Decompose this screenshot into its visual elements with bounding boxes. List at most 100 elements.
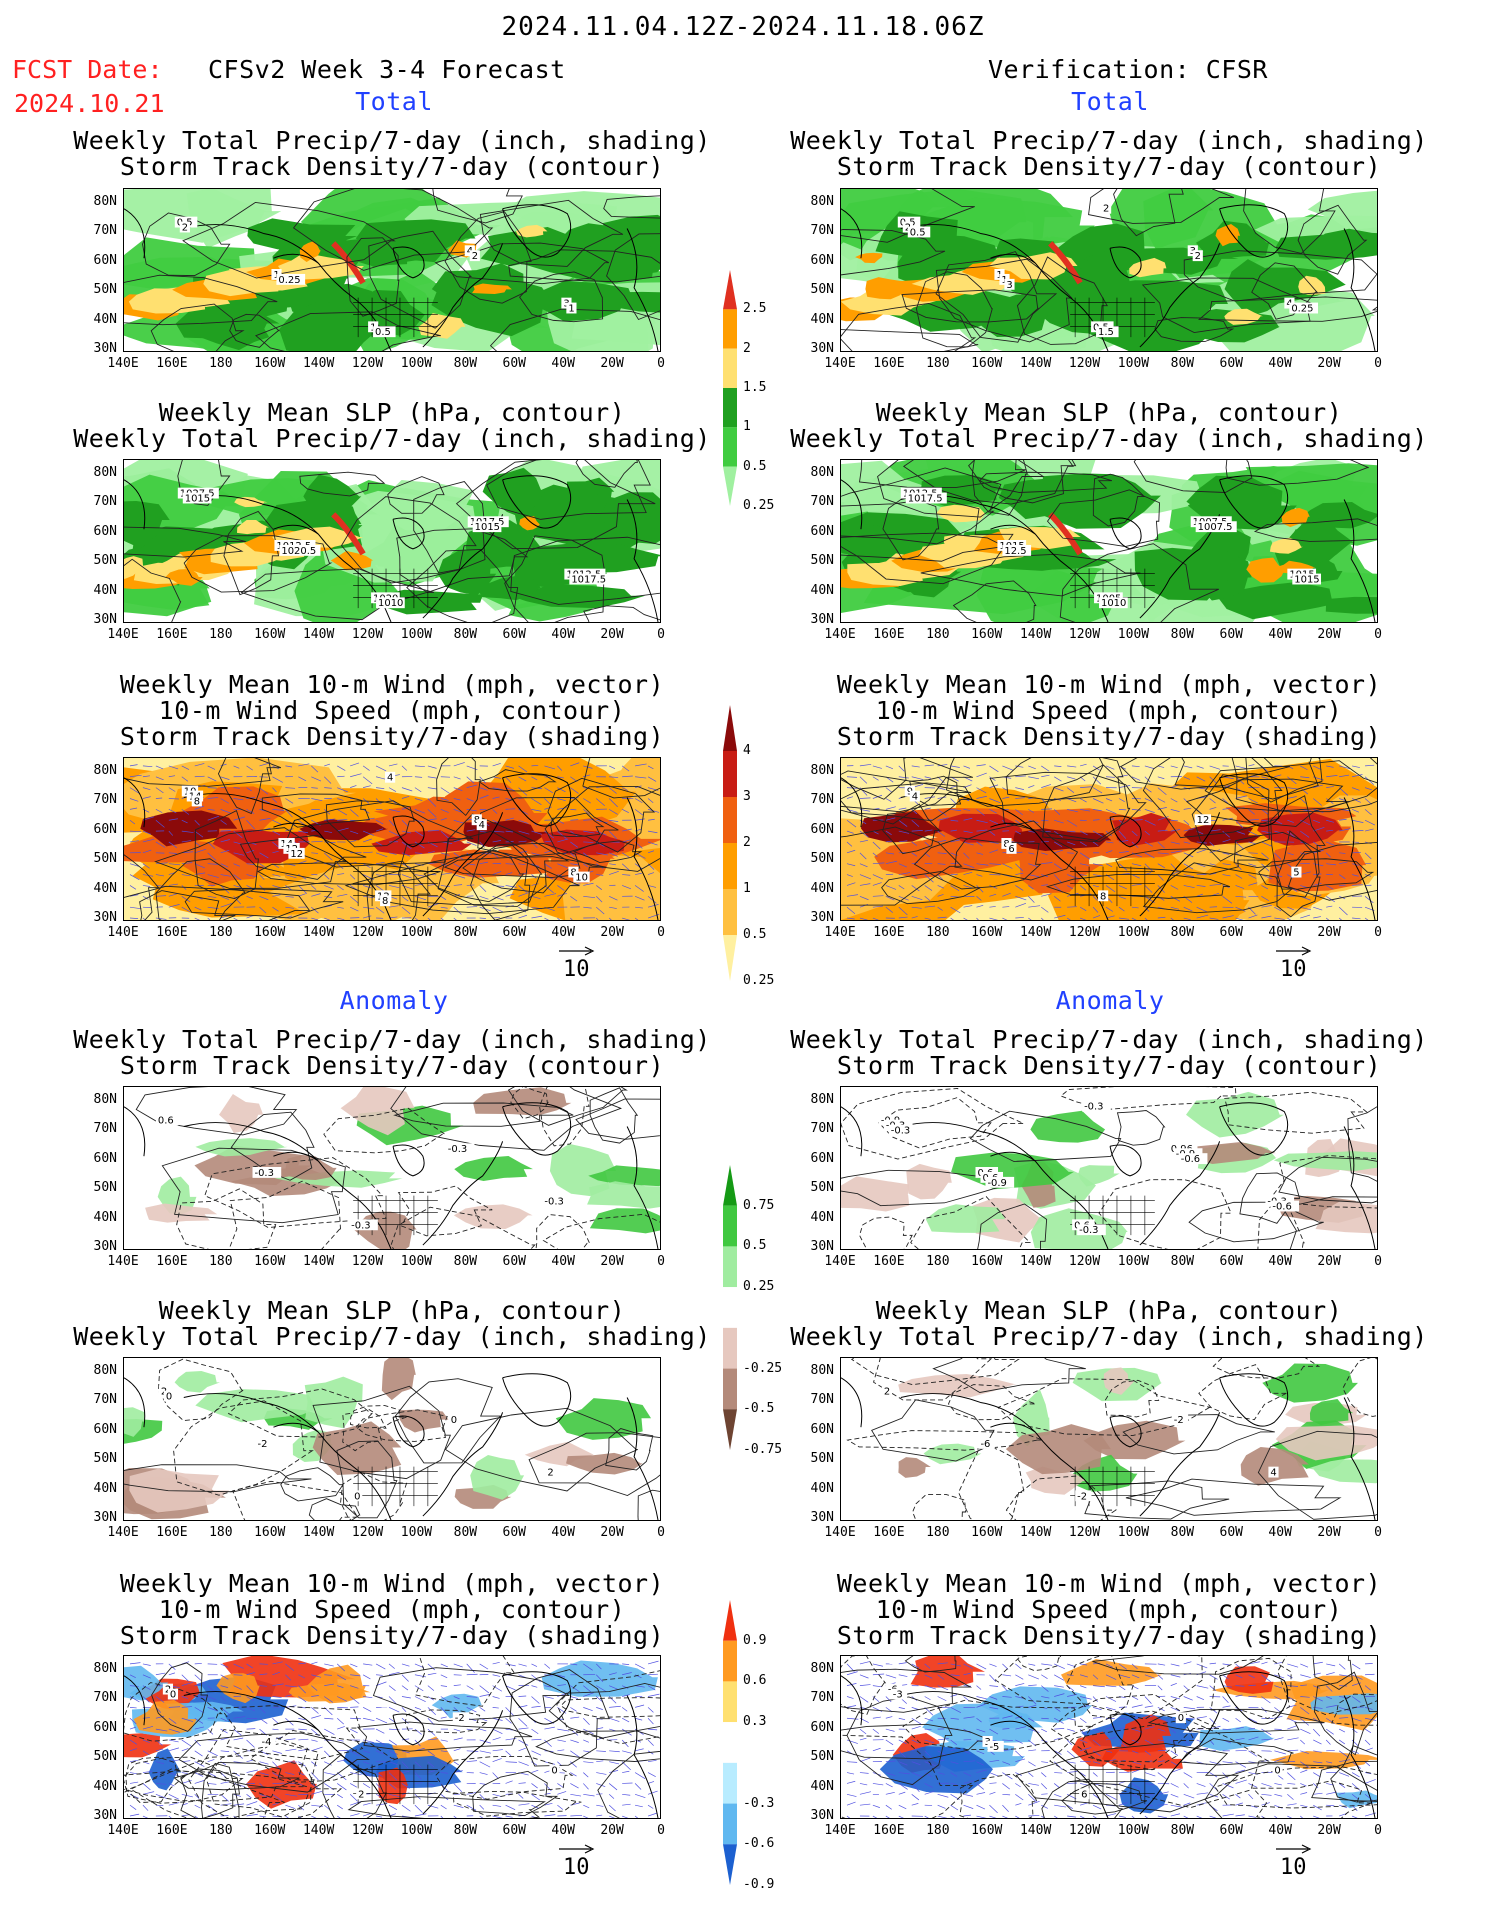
a_p_l-lat-label: 40N (93, 1209, 117, 1225)
a_w_r-lat-label: 70N (810, 1690, 834, 1706)
t_p_r-lon-label: 20W (1317, 356, 1341, 371)
t_s_l-lon-label: 40W (551, 627, 575, 642)
a_s_l-lon-label: 80W (453, 1525, 478, 1540)
a_s_l-lon-label: 160W (254, 1525, 286, 1540)
t_p_r-contour-label: 1.5 (1098, 327, 1114, 338)
a_p_r-contour-label: -0.3 (1079, 1225, 1098, 1236)
t_s_l-lon-label: 160W (254, 627, 286, 642)
a_p_r-lat-label: 50N (810, 1180, 834, 1196)
a_s_l-contour-label: 0 (451, 1415, 457, 1426)
t_w_r-contour-label: 8 (1100, 891, 1106, 902)
colorbar-total_storm-label: 3 (743, 789, 751, 804)
a_s_l-contour-label: 0 (166, 1392, 172, 1403)
t_s_r-title-line-1: Weekly Mean SLP (hPa, contour) (875, 398, 1343, 427)
a_w_l-vector-scale: 10 (557, 1841, 597, 1879)
t_w_r-lon-label: 0 (1374, 925, 1382, 940)
a_s_r-lon-label: 140E (824, 1525, 856, 1540)
t_s_l-lon-label: 160E (156, 627, 188, 642)
t_p_r-lat-label: 70N (810, 223, 834, 239)
a_p_l-lon-label: 80W (453, 1254, 478, 1269)
a_p_l-lon-label: 0 (657, 1254, 665, 1269)
t_w_r-lon-label: 100W (1117, 925, 1150, 940)
t_p_r-lon-label: 140W (1019, 356, 1052, 371)
a_s_l-lon-label: 140E (107, 1525, 139, 1540)
t_p_l-lon-label: 140E (107, 356, 139, 371)
a_w_l-contour-label: 2 (358, 1789, 364, 1800)
t_s_l-title-line-2: Weekly Total Precip/7-day (inch, shading… (73, 424, 711, 453)
a_w_r-title-line-2: 10-m Wind Speed (mph, contour) (875, 1595, 1343, 1624)
t_p_l-lon-label: 60W (502, 356, 527, 371)
t_p_l-lon-label: 100W (400, 356, 433, 371)
a_w_r-lon-label: 40W (1268, 1823, 1292, 1838)
a_p_l-lon-label: 60W (502, 1254, 527, 1269)
t_w_l-lon-label: 140W (302, 925, 335, 940)
colorbar-anom_precip-label: -0.75 (743, 1442, 783, 1457)
a_s_l-lat-label: 60N (93, 1421, 117, 1437)
a_p_r-lat-label: 40N (810, 1209, 834, 1225)
colorbar-total_storm-label: 4 (743, 743, 751, 758)
section-total-left: Total (355, 87, 433, 116)
t_w_r-lon-label: 20W (1317, 925, 1341, 940)
a_p_l-lon-label: 120W (351, 1254, 384, 1269)
colorbar-anom_storm-label: 0.3 (743, 1714, 767, 1730)
t_w_l-lat-label: 70N (93, 792, 117, 808)
t_w_l-contour-label: 8 (382, 896, 388, 907)
a_p_r-lat-label: 70N (810, 1121, 834, 1137)
t_s_l-lon-label: 100W (400, 627, 433, 642)
t_s_r-lat-label: 60N (810, 523, 834, 539)
a_s_l-lon-label: 180 (209, 1525, 233, 1540)
a_p_l-title-line-1: Weekly Total Precip/7-day (inch, shading… (73, 1025, 711, 1054)
t_s_r-lon-label: 140W (1019, 627, 1052, 642)
colorbar-total_storm-label: 0.25 (743, 973, 775, 988)
a_s_l-title-line-1: Weekly Mean SLP (hPa, contour) (158, 1296, 626, 1325)
a_p_r-title-line-2: Storm Track Density/7-day (contour) (836, 1051, 1382, 1080)
a_w_l-contour-label: -2 (455, 1713, 465, 1724)
t_w_r-lon-label: 80W (1170, 925, 1195, 940)
a_w_r-lat-label: 50N (810, 1749, 834, 1765)
t_s_l-lon-label: 140E (107, 627, 139, 642)
t_w_r-contour-label: 5 (1293, 868, 1299, 879)
a_w_l-lon-label: 60W (502, 1823, 527, 1838)
t_p_l-lon-label: 80W (453, 356, 478, 371)
t_w_l-contour-label: 4 (387, 773, 393, 784)
t_s_l-contour-label: 1020.5 (281, 546, 316, 557)
a_w_l-lon-label: 140W (302, 1823, 335, 1838)
fcst-date-value: 2024.10.21 (14, 89, 165, 118)
a_w_l-lon-label: 140E (107, 1823, 139, 1838)
a_s_r-lon-label: 60W (1219, 1525, 1244, 1540)
t_w_l-lat-label: 60N (93, 821, 117, 837)
t_w_l-lat-label: 50N (93, 851, 117, 867)
a_p_l-lon-label: 180 (209, 1254, 233, 1269)
colorbar-anom_storm-label: 0.9 (743, 1632, 767, 1648)
a_s_l-lat-label: 40N (93, 1480, 117, 1496)
a_p_r-lon-label: 180 (926, 1254, 950, 1269)
t_s_l-title-line-1: Weekly Mean SLP (hPa, contour) (158, 398, 626, 427)
a_w_r-lon-label: 120W (1068, 1823, 1101, 1838)
t_s_r-lon-label: 20W (1317, 627, 1341, 642)
a_w_r-contour-label: 6 (1081, 1789, 1087, 1800)
a_w_l-lon-label: 20W (600, 1823, 624, 1838)
a_p_l-lon-label: 160E (156, 1254, 188, 1269)
colorbar-anom_precip (723, 1165, 737, 1450)
t_w_l-lat-label: 30N (93, 910, 117, 925)
a_w_r-lon-label: 20W (1317, 1823, 1341, 1838)
t_p_r-map: 0.510.534211.520.250.532 (840, 188, 1378, 352)
t_w_l-lon-label: 80W (453, 925, 478, 940)
t_w_l-lon-label: 120W (351, 925, 384, 940)
a_s_r-lat-label: 60N (810, 1421, 834, 1437)
a_w_l-lon-label: 160E (156, 1823, 188, 1838)
t_w_l-title-line-3: Storm Track Density/7-day (shading) (119, 722, 665, 751)
colorbar-anom_storm-label: -0.3 (743, 1795, 775, 1811)
reference-arrow-icon (559, 946, 595, 956)
t_p_r-lat-label: 50N (810, 282, 834, 298)
t_p_l-contour-label: 2 (182, 223, 188, 234)
a_p_r-lon-label: 160W (971, 1254, 1003, 1269)
a_s_l-lon-label: 120W (351, 1525, 384, 1540)
a_s_r-contour-label: -2 (1174, 1415, 1184, 1426)
colorbar-total_precip-label: 2 (743, 340, 751, 356)
a_w_r-lat-label: 40N (810, 1778, 834, 1794)
t_s_r-contour-label: 12.5 (1004, 546, 1026, 557)
t_w_r-contour-label: 12 (1197, 815, 1210, 826)
t_w_l-vector-scale-label: 10 (563, 957, 590, 982)
